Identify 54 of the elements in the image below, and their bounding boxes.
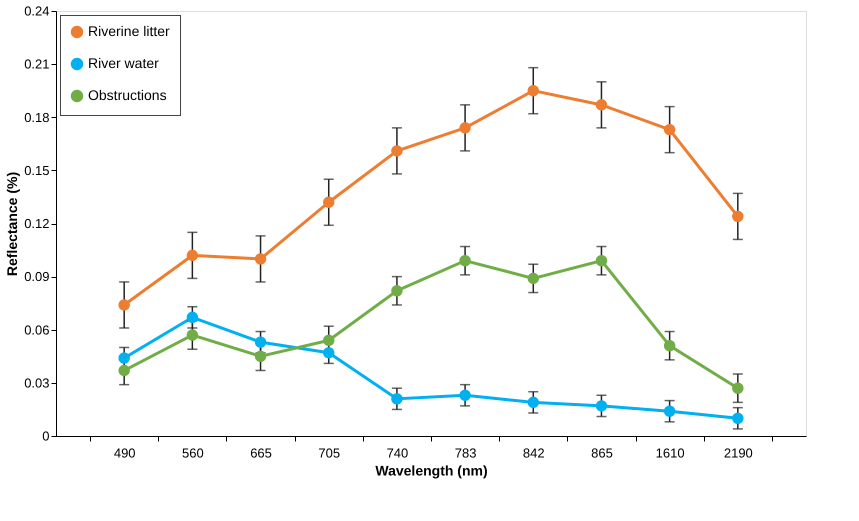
- point: [391, 285, 403, 296]
- point: [459, 255, 471, 266]
- point: [254, 336, 266, 348]
- point: [664, 406, 676, 417]
- point: [323, 334, 334, 346]
- point: [118, 352, 130, 364]
- y-tick-label: 0: [42, 428, 50, 444]
- point: [254, 253, 266, 265]
- point: [664, 124, 676, 136]
- point: [323, 196, 334, 208]
- x-tick-label: 783: [454, 446, 476, 460]
- point: [186, 312, 198, 324]
- legend-label: Riverine litter: [88, 23, 170, 39]
- point: [528, 272, 539, 284]
- x-tick-label: 740: [386, 446, 408, 460]
- point: [596, 99, 608, 111]
- x-tick-label: 1610: [656, 446, 685, 460]
- x-tick-label: 665: [250, 446, 272, 460]
- point: [391, 145, 403, 157]
- legend-label: Obstructions: [88, 87, 167, 103]
- point: [254, 350, 266, 362]
- legend-label: River water: [88, 55, 160, 71]
- x-tick-label: 865: [591, 446, 613, 460]
- x-tick-label: 842: [522, 446, 545, 460]
- y-tick-label: 0.03: [24, 375, 50, 390]
- point: [596, 400, 608, 412]
- point: [323, 347, 334, 358]
- point: [528, 396, 539, 408]
- point: [391, 393, 403, 404]
- x-tick-label: 490: [114, 446, 136, 460]
- y-tick-label: 0.18: [24, 110, 50, 125]
- point: [118, 364, 130, 376]
- point: [459, 122, 471, 134]
- y-axis-title: Reflectance (%): [4, 172, 20, 276]
- point: [732, 412, 744, 424]
- point: [118, 299, 130, 311]
- point: [732, 210, 744, 222]
- point: [186, 250, 198, 262]
- y-tick-label: 0.12: [24, 216, 50, 231]
- point: [596, 255, 608, 266]
- point: [528, 85, 539, 96]
- point: [664, 340, 676, 352]
- x-tick-label: 2190: [724, 446, 753, 460]
- point: [186, 329, 198, 341]
- y-tick-label: 0.06: [24, 322, 50, 338]
- y-tick-label: 0.21: [24, 56, 50, 72]
- y-tick-label: 0.09: [24, 269, 50, 284]
- point: [459, 390, 471, 401]
- y-tick-label: 0.15: [24, 162, 50, 178]
- point: [732, 382, 744, 394]
- x-axis-title: Wavelength (nm): [375, 462, 488, 478]
- x-tick-label: 705: [318, 446, 340, 460]
- x-tick-label: 560: [182, 446, 204, 460]
- y-tick-label: 0.24: [24, 4, 50, 18]
